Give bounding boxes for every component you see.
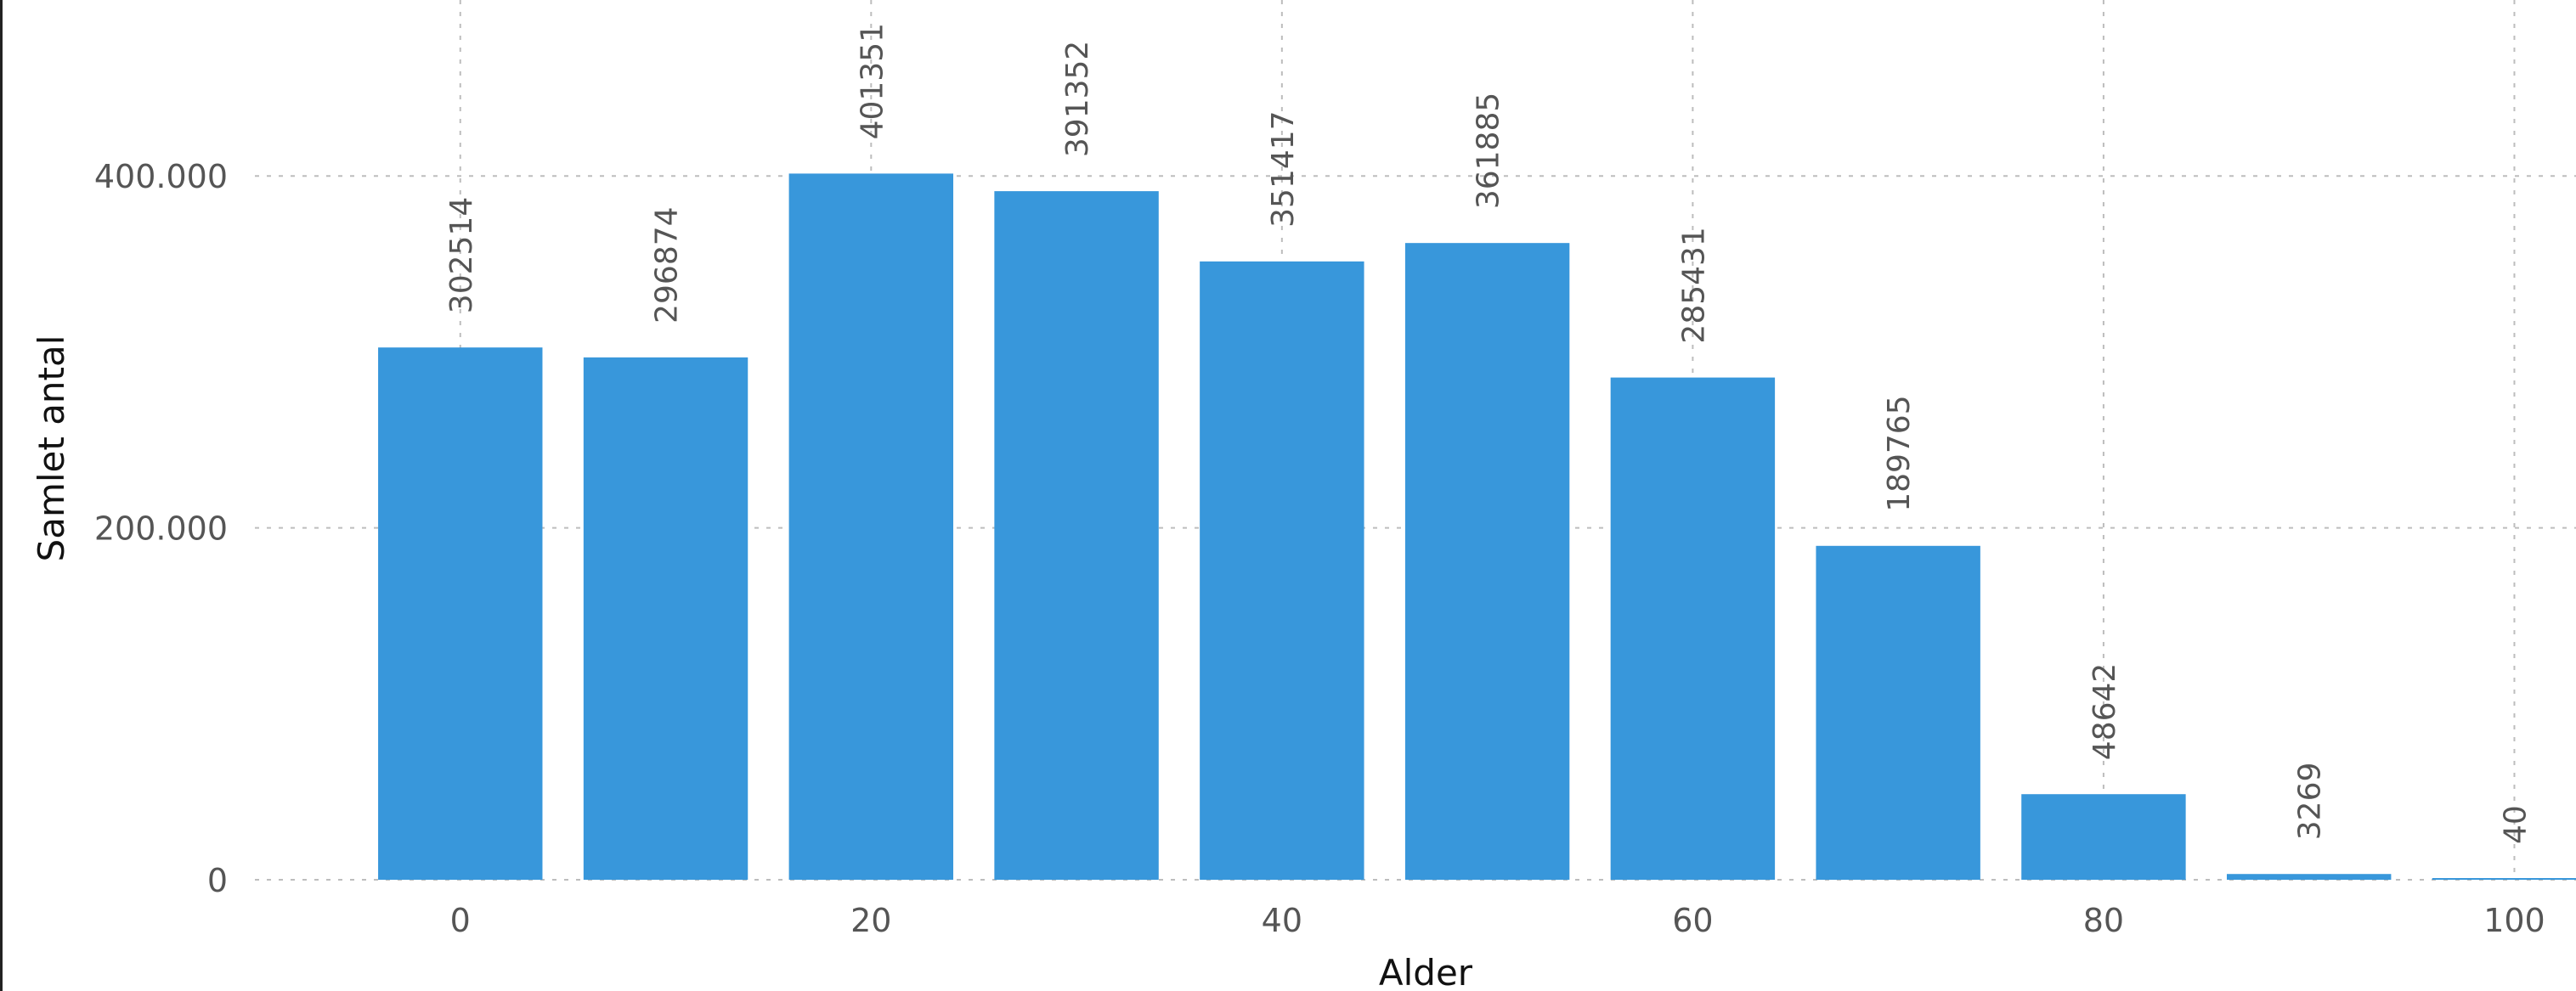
x-tick-label: 0 — [450, 902, 471, 939]
bar-value-label: 48642 — [2087, 663, 2122, 761]
bar — [1816, 545, 1980, 880]
bar-value-label: 351417 — [1266, 110, 1301, 227]
bar — [788, 173, 954, 880]
bar-value-label: 302514 — [444, 197, 479, 313]
bar-value-label: 3269 — [2293, 763, 2328, 841]
bar-value-label: 285431 — [1676, 227, 1711, 343]
bar — [1610, 377, 1776, 880]
bar — [1200, 261, 1364, 880]
bar-value-label: 296874 — [650, 206, 685, 323]
bars — [378, 173, 2576, 880]
bar — [1404, 243, 1570, 880]
y-tick-label: 200.000 — [94, 510, 228, 548]
bar-value-label: 391352 — [1060, 41, 1095, 157]
bar-value-label: 189765 — [1882, 395, 1917, 511]
bar — [378, 347, 543, 880]
x-tick-label: 80 — [2083, 902, 2124, 939]
bar — [994, 191, 1159, 880]
bar — [2226, 874, 2392, 880]
x-tick-label: 100 — [2483, 902, 2545, 939]
bar — [2021, 794, 2186, 880]
bar-value-label: 40 — [2498, 805, 2533, 844]
bar — [2432, 878, 2576, 880]
y-axis-title: Samlet antal — [31, 335, 72, 562]
bar-value-label: 361885 — [1472, 93, 1506, 209]
tick-labels: 0 200.000 400.000 0 20 40 60 80 100 — [94, 158, 2545, 939]
x-tick-label: 20 — [850, 902, 891, 939]
x-tick-label: 60 — [1672, 902, 1713, 939]
x-tick-label: 40 — [1262, 902, 1302, 939]
y-tick-label: 400.000 — [94, 158, 228, 195]
x-axis-title: Alder — [1379, 952, 1473, 991]
data-labels: 302514 296874 401351 391352 351417 361885 2854… — [444, 23, 2534, 844]
bar-value-label: 401351 — [855, 23, 890, 139]
bar — [583, 357, 749, 880]
y-tick-label: 0 — [207, 862, 228, 899]
